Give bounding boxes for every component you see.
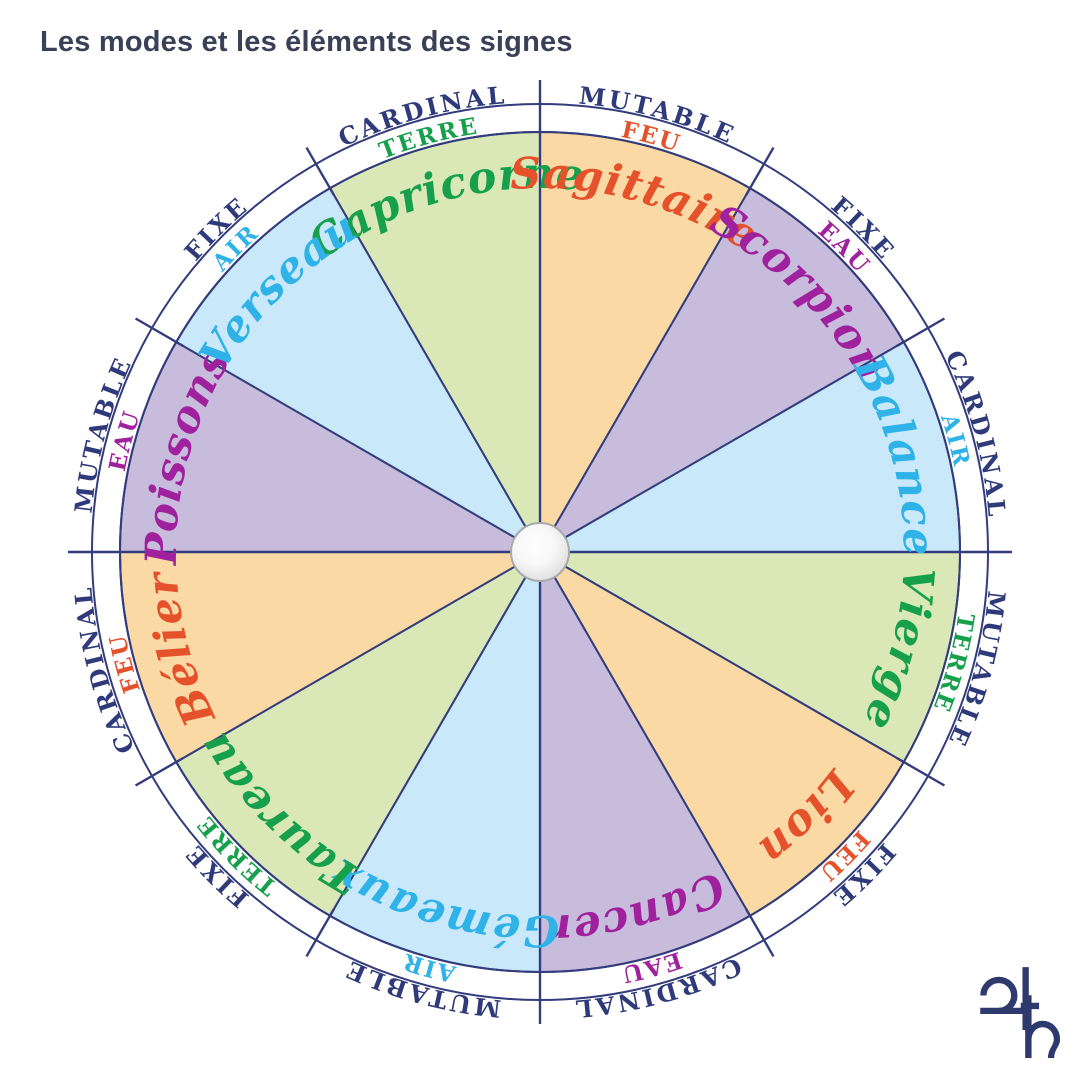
ring-tick bbox=[305, 146, 336, 196]
ring-tick bbox=[744, 146, 775, 196]
ring-tick bbox=[896, 317, 946, 348]
pearl-icon bbox=[510, 522, 570, 582]
jupiter-saturn-logo: ♃♄ bbox=[966, 951, 1079, 1079]
page-title: Les modes et les éléments des signes bbox=[40, 26, 573, 58]
jupiter-icon: ♃ bbox=[966, 951, 1043, 1051]
wheel-ticks bbox=[134, 146, 946, 958]
ring-tick bbox=[305, 908, 336, 958]
saturn-icon: ♄ bbox=[1002, 979, 1079, 1079]
ring-tick bbox=[896, 756, 946, 787]
wheel-center bbox=[510, 522, 570, 582]
ring-tick bbox=[134, 317, 184, 348]
ring-tick bbox=[134, 756, 184, 787]
ring-tick bbox=[744, 908, 775, 958]
